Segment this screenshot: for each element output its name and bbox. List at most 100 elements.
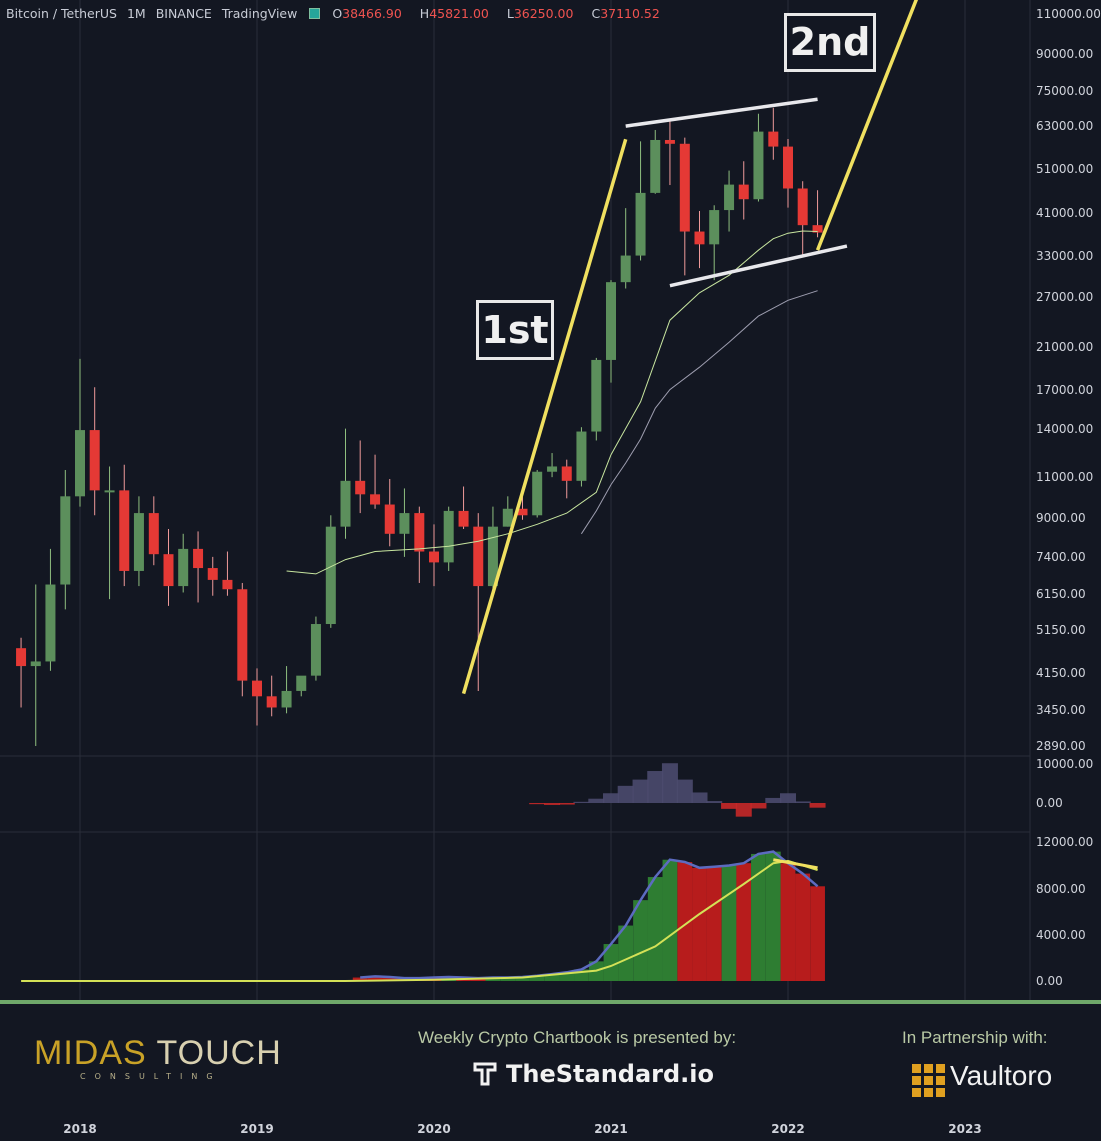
oscillator-bar [809,803,826,808]
price-tick-label: 75000.00 [1036,84,1094,99]
year-tick-label: 2019 [240,1122,274,1136]
volume-bar [795,873,811,981]
volume-bar [780,863,796,981]
price-tick-label: 41000.00 [1036,205,1094,220]
volume-bar [633,900,648,981]
oscillator-bar [647,771,664,803]
sponsor-footer: MIDAS TOUCH CONSULTING Weekly Crypto Cha… [0,1008,1101,1114]
price-tick-label: 27000.00 [1036,289,1094,304]
oscillator-bar [661,763,678,803]
volume-envelope-line [360,850,819,980]
candle-body [576,431,587,481]
candle-body [237,589,248,681]
price-tick-label: 2890.00 [1036,739,1086,753]
volume-bar [500,977,516,981]
candle-body [724,184,735,211]
candle-body [119,490,130,571]
candle-body [458,510,469,527]
oscillator-bar [544,803,561,805]
candle-body [443,510,454,563]
volume-bar [352,977,368,981]
candle-body [104,490,115,493]
volume-bar [721,865,737,981]
open-value: O38466.90 [332,6,402,21]
candle-body [487,526,498,587]
price-tick-label: 6150.00 [1036,587,1086,602]
symbol-name[interactable]: Bitcoin / TetherUS [6,6,117,21]
oscillator-bar [588,798,605,803]
price-tick-label: 3450.00 [1036,703,1086,718]
high-value: H45821.00 [419,6,489,21]
oscillator-bar [721,803,738,809]
volume-bar [544,974,560,981]
oscillator-bar [676,779,693,803]
price-tick-label: 7400.00 [1036,549,1086,564]
candle-body [45,584,56,662]
year-tick-label: 2021 [594,1122,628,1136]
candle-body [429,551,439,563]
candle-body [178,548,189,587]
candle-body [252,680,262,697]
thestandard-logo[interactable]: TheStandard.io [506,1060,714,1088]
oscillator-bar [794,801,811,803]
partnership-text: In Partnership with: [902,1028,1048,1047]
candle-body [532,471,543,516]
oscillator-bar [603,793,619,803]
thestandard-icon [473,1062,497,1086]
volume-bar [382,976,398,981]
candle-body [281,690,292,708]
close-value: C37110.52 [591,6,660,21]
volume-bar [647,877,663,981]
midas-touch-logo: MIDAS TOUCH [34,1034,282,1072]
second-wave-label: 2nd [784,13,876,72]
candle-body [193,548,204,569]
trendline-2nd [815,0,919,251]
volume-signal-line [21,859,818,982]
volume-bar [367,976,383,981]
oscillator-bar [780,793,796,803]
oscillator-bar [706,801,723,803]
volume-bar [751,853,766,981]
oscillator-bar [691,792,708,803]
vaultoro-logo[interactable]: Vaultoro [950,1060,1053,1091]
price-tick-label: 63000.00 [1036,119,1094,134]
candle-body [296,675,307,691]
candle-body [207,568,218,580]
time-axis[interactable]: 2018 2019 2020 2021 2022 2023 [0,1114,1101,1141]
price-tick-label: 51000.00 [1036,161,1094,176]
interval-label[interactable]: 1M [126,6,146,21]
price-tick-label: 4150.00 [1036,666,1086,681]
oscillator-tick-label: 10000.00 [1036,757,1094,771]
candle-body [266,696,277,708]
platform-label: TradingView [221,6,298,21]
volume-bar [706,866,722,981]
oscillator-bar [617,785,634,803]
candle-body [473,526,484,587]
candle-body [783,146,793,189]
candle-body [709,210,720,245]
candle-body [620,255,631,283]
presented-by-text: Weekly Crypto Chartbook is presented by: [418,1028,737,1047]
year-tick-label: 2018 [63,1122,97,1136]
volume-bar [677,862,693,981]
candle-body [222,579,233,590]
vaultoro-icon [912,1064,945,1097]
volume-bar [810,886,825,981]
price-tick-label: 14000.00 [1036,421,1094,436]
divergence-line [773,858,818,870]
candle-body [738,184,749,200]
volume-bar [574,969,589,981]
oscillator-bar [573,801,590,803]
candle-body [384,504,395,534]
candle-body [414,513,425,552]
candle-body [606,282,616,360]
volume-tick-label: 0.00 [1036,974,1063,988]
trendline-1st [461,138,628,695]
oscillator-bar [529,803,546,805]
candle-body [60,496,71,585]
volume-bar [515,976,530,981]
candle-body [591,359,602,432]
candle-body [310,624,321,676]
slow-moving-average [580,290,818,535]
